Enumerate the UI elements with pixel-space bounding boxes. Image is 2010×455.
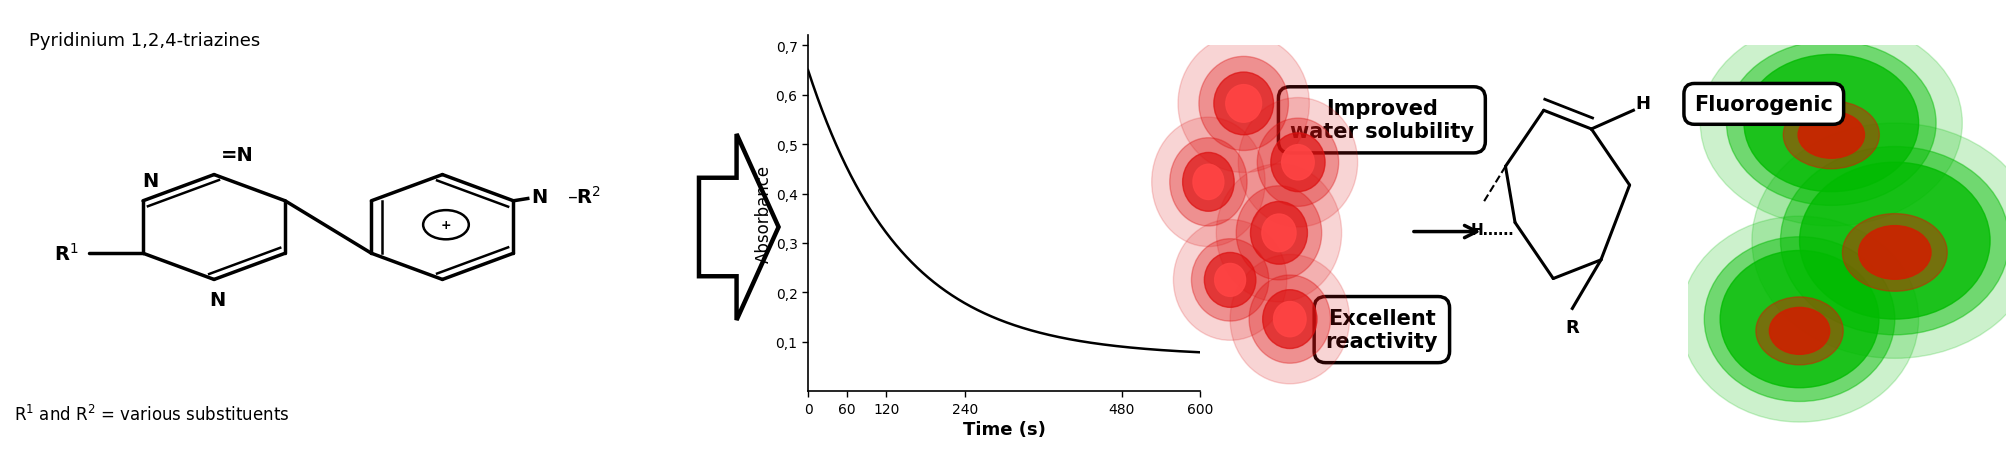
Ellipse shape [1799,163,1990,319]
Ellipse shape [1721,251,1879,388]
Y-axis label: Absorbance: Absorbance [756,165,772,263]
Ellipse shape [1843,214,1948,292]
Ellipse shape [1192,239,1268,321]
Ellipse shape [1204,253,1256,308]
Ellipse shape [1194,165,1224,200]
Ellipse shape [1214,73,1274,136]
Ellipse shape [1178,35,1309,173]
Ellipse shape [1859,226,1932,280]
Ellipse shape [1270,133,1325,192]
Ellipse shape [1248,275,1331,364]
FancyArrow shape [699,135,778,320]
Ellipse shape [1236,187,1323,280]
Ellipse shape [1262,290,1317,349]
Ellipse shape [1700,21,1962,227]
Text: +: + [440,219,452,232]
Ellipse shape [1727,41,1936,206]
Text: R: R [1566,318,1580,336]
Ellipse shape [1680,217,1920,422]
Ellipse shape [1262,215,1296,252]
Ellipse shape [1214,264,1246,297]
Ellipse shape [1274,302,1306,337]
Text: Pyridinium 1,2,4-triazines: Pyridinium 1,2,4-triazines [28,32,259,50]
Ellipse shape [1216,164,1341,302]
Ellipse shape [1769,308,1829,354]
Text: N: N [531,187,547,206]
Text: =N: =N [221,145,253,164]
Text: N: N [209,291,225,310]
Ellipse shape [1238,98,1357,228]
Text: H: H [1636,95,1650,112]
Ellipse shape [1282,145,1315,181]
Text: N: N [143,172,159,190]
Ellipse shape [1704,237,1895,402]
Text: –R$^2$: –R$^2$ [567,186,601,208]
Ellipse shape [1230,255,1349,384]
Ellipse shape [1781,147,2010,335]
Ellipse shape [1174,220,1286,340]
Ellipse shape [1170,138,1246,227]
Text: Improved
water solubility: Improved water solubility [1290,99,1473,142]
Ellipse shape [1757,297,1843,365]
Text: H……: H…… [1471,223,1516,238]
Ellipse shape [1258,119,1339,207]
Ellipse shape [1745,55,1920,192]
Text: Excellent
reactivity: Excellent reactivity [1327,308,1437,351]
Ellipse shape [1198,57,1288,151]
Ellipse shape [1799,112,1865,159]
Ellipse shape [1226,86,1262,123]
Ellipse shape [1152,118,1264,247]
Text: Fluorogenic: Fluorogenic [1694,95,1833,115]
Text: R$^1$: R$^1$ [54,243,78,265]
Ellipse shape [1753,124,2010,359]
Ellipse shape [1182,153,1234,212]
Ellipse shape [1783,101,1879,169]
Ellipse shape [1250,202,1306,265]
X-axis label: Time (s): Time (s) [963,420,1045,438]
Text: R$^1$ and R$^2$ = various substituents: R$^1$ and R$^2$ = various substituents [14,404,289,424]
